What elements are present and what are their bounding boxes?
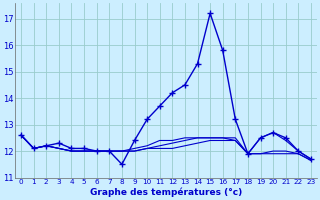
X-axis label: Graphe des températures (°c): Graphe des températures (°c) xyxy=(90,188,242,197)
